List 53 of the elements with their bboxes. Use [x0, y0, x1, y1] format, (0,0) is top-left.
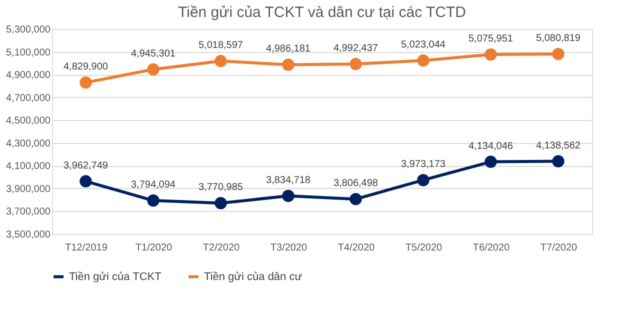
data-label: 4,986,181: [266, 44, 311, 55]
data-label: 5,075,951: [468, 34, 514, 45]
chart-title: Tiền gửi của TCKT và dân cư tại các TCTD: [178, 4, 466, 21]
x-tick-label: T1/2020: [135, 242, 173, 254]
data-label: 3,794,094: [131, 180, 176, 191]
y-tick-label: 3,500,000: [6, 230, 51, 240]
legend-label: Tiền gửi của TCKT: [69, 270, 162, 283]
point: [214, 197, 227, 210]
x-tick-label: T12/2019: [65, 242, 108, 254]
point: [80, 175, 92, 188]
point: [350, 58, 362, 70]
x-tick-label: T3/2020: [270, 242, 308, 254]
data-label: 4,945,301: [131, 48, 176, 60]
x-tick-label: T4/2020: [338, 242, 376, 254]
y-tick-label: 4,700,000: [6, 92, 51, 104]
data-label: 3,806,498: [334, 178, 378, 190]
y-tick-label: 3,700,000: [6, 206, 51, 218]
data-label: 4,138,562: [536, 140, 581, 152]
y-tick-label: 3,900,000: [6, 184, 51, 195]
data-label: 3,973,173: [401, 159, 446, 170]
y-tick-label: 5,300,000: [6, 24, 51, 36]
x-tick-label: T5/2020: [405, 242, 443, 254]
point: [552, 48, 564, 60]
x-tick-label: T2/2020: [202, 242, 240, 254]
point: [147, 194, 160, 207]
x-tick-label: T7/2020: [540, 242, 578, 254]
point: [552, 155, 564, 168]
point: [282, 58, 294, 71]
point: [282, 190, 294, 202]
point: [350, 192, 362, 206]
data-label: 5,080,819: [536, 32, 581, 44]
point: [417, 174, 430, 186]
legend-label: Tiền gửi của dân cư: [204, 270, 303, 283]
data-label: 5,023,044: [401, 40, 446, 51]
y-tick-label: 4,300,000: [6, 138, 51, 150]
data-label: 3,834,718: [266, 174, 311, 186]
y-tick-label: 4,100,000: [6, 161, 51, 172]
y-tick-label: 4,500,000: [6, 116, 51, 127]
point: [417, 54, 430, 67]
point: [484, 48, 497, 61]
point: [147, 63, 160, 76]
point: [80, 76, 92, 89]
y-tick-label: 5,100,000: [6, 47, 51, 58]
y-tick-label: 4,900,000: [6, 70, 51, 82]
point: [484, 156, 497, 168]
data-label: 4,829,900: [64, 62, 108, 73]
x-tick-label: T6/2020: [472, 242, 510, 254]
data-label: 3,770,985: [198, 182, 244, 194]
data-label: 4,134,046: [468, 140, 514, 152]
data-label: 3,962,749: [64, 160, 108, 172]
point: [214, 54, 227, 68]
data-label: 4,992,437: [334, 43, 378, 54]
data-label: 5,018,597: [198, 40, 244, 52]
